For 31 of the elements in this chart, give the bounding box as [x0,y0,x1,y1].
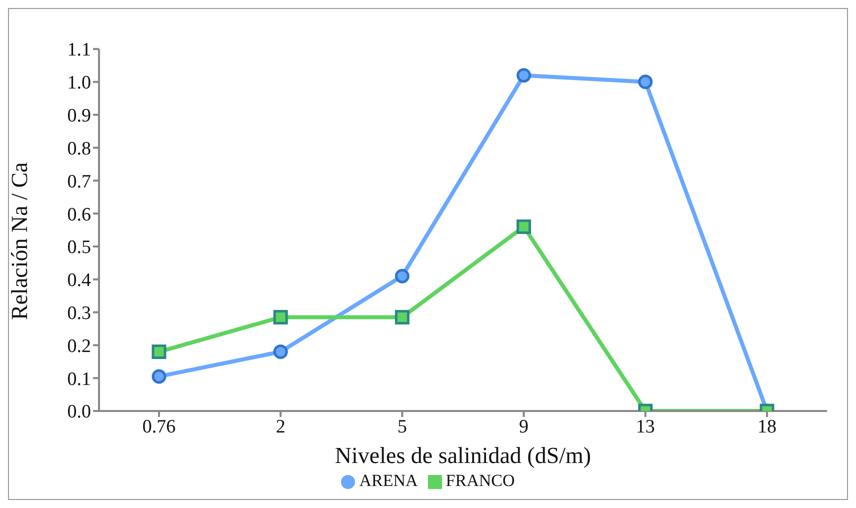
y-tick-label: 1.1 [67,40,91,61]
point [638,74,653,90]
point [273,310,288,324]
legend-label: ARENA [359,471,418,490]
y-tick-label: 0.5 [67,237,91,258]
x-tick-label: 13 [636,416,655,438]
y-tick-label: 0.2 [67,336,91,357]
y-tick-label: 0.0 [67,402,91,423]
y-tick-label: 0.4 [67,270,92,292]
x-tick-label: 5 [397,416,407,438]
y-tick-label: 1.0 [67,72,91,94]
x-tick-label: 0.76 [142,416,176,438]
y-tick-label: 0.1 [67,368,91,390]
point [394,268,410,284]
y-tick-label: 0.9 [67,106,91,127]
point [152,369,166,384]
y-tick-label: 0.8 [67,138,91,160]
x-axis-title: Niveles de salinidad (dS/m) [334,443,592,468]
point [152,344,166,360]
y-tick-label: 0.6 [67,204,91,226]
x-tick-label: 18 [758,416,776,438]
y-tick-label: 0.7 [67,171,91,192]
y-tick-label: 0.3 [67,303,91,324]
x-tick-label: 9 [519,416,529,438]
point [516,219,532,234]
y-axis-title: Relación Na / Ca [7,162,32,320]
x-tick-label: 2 [276,416,286,438]
legend-label: FRANCO [446,471,515,490]
point [516,68,532,83]
point [394,310,410,324]
point [273,344,288,360]
